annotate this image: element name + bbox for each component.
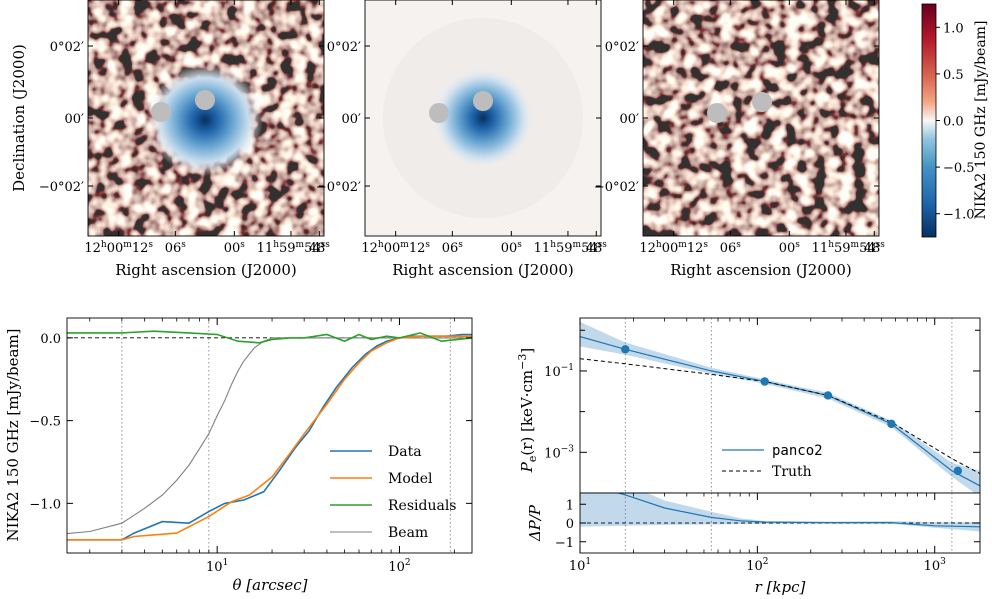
ra-tick-label: 12h00m12s	[361, 240, 430, 256]
legend-label-data: Data	[388, 444, 422, 460]
ra-tick-label: 11h59m54s	[812, 240, 881, 256]
colorbar-label: NIKA2 150 GHz [mJy/beam]	[973, 21, 989, 220]
confidence-band	[580, 493, 980, 532]
ra-tick-label: 00s	[224, 240, 246, 256]
colorbar-tick-label: −1.0	[943, 208, 975, 223]
y-axis-label: ΔP/P	[526, 504, 544, 542]
colorbar-gradient	[921, 3, 937, 238]
point-source-mask	[752, 92, 772, 112]
data-point	[621, 345, 630, 354]
dec-tick-label: −0°02′	[39, 180, 84, 195]
dec-tick-label: 00′	[342, 112, 362, 127]
y-tick-label: 0	[566, 517, 574, 532]
y-tick-label: −1	[555, 536, 574, 551]
legend: Data Model Residuals Beam	[330, 444, 456, 541]
radial-profile-chart: 0.0 −0.5 −1.0 101 102 Data Model Residuals Beam…	[4, 317, 473, 594]
ra-tick-label: 00s	[501, 240, 523, 256]
point-source-mask	[707, 103, 727, 123]
x-tick-label: 101	[569, 557, 591, 574]
x-axis-label: θ [arcsec]	[233, 576, 308, 594]
y-axis-label: Pe(r) [keV·cm−3]	[516, 348, 539, 473]
ra-tick-label: 11h59m54s	[257, 240, 326, 256]
dec-tick-label: −0°02′	[594, 180, 639, 195]
colorbar-tick-label: −0.5	[943, 161, 975, 176]
dec-tick-label: −0°02′	[316, 180, 361, 195]
ra-tick-label: 12h00m12s	[639, 240, 708, 256]
ra-tick-label: 48s	[586, 240, 608, 256]
ra-tick-label: 11h59m54s	[534, 240, 603, 256]
ra-tick-label: 06s	[442, 240, 464, 256]
plot-area	[580, 318, 980, 493]
map-xlabel: Right ascension (J2000)	[392, 261, 574, 279]
legend-label-residuals: Residuals	[388, 498, 456, 514]
dec-tick-label: 0°02′	[50, 40, 84, 55]
ra-tick-label: 48s	[309, 240, 331, 256]
y-tick-label: −0.5	[29, 415, 61, 430]
data-point	[887, 419, 896, 429]
y-tick-label: −1.0	[29, 497, 61, 512]
dec-tick-label: 00′	[65, 112, 85, 127]
plot-area	[67, 318, 472, 553]
map-frames: 0°02′00′−0°02′12h00m12s 06s 00s 11h59m54s48…	[39, 0, 885, 279]
colorbar: 1.0 0.5 0.0 −0.5 −1.0 NIKA2 150 GHz [mJy/bea…	[921, 3, 989, 238]
point-source-mask	[151, 102, 171, 122]
data-point	[760, 377, 769, 386]
x-axis-label: r [kpc]	[755, 578, 806, 596]
y-tick-label: 1	[566, 498, 574, 513]
map-panel-residuals	[643, 0, 879, 236]
legend-label-truth: Truth	[772, 464, 812, 480]
legend-label-panco2: panco2	[772, 443, 823, 459]
x-tick-label: 102	[388, 558, 410, 575]
series-line-truth	[580, 358, 980, 475]
map-xlabel: Right ascension (J2000)	[115, 261, 297, 279]
map-ylabel: Declination (J2000)	[10, 44, 28, 192]
y-tick-label: 10−3	[544, 444, 574, 461]
colorbar-tick-label: 0.5	[943, 68, 964, 83]
cluster-model	[431, 66, 535, 170]
point-source-mask	[429, 103, 449, 123]
x-tick-label: 102	[746, 557, 768, 574]
point-source-mask	[195, 90, 215, 110]
x-tick-label: 101	[206, 558, 228, 575]
ra-tick-label: 06s	[165, 240, 187, 256]
legend-label-model: Model	[388, 471, 433, 487]
dec-tick-label: 00′	[620, 112, 640, 127]
pressure-profile-chart: 10−1 10−3 panco2 Truth Pe(r) [keV·cm−3]	[516, 317, 981, 494]
residual-pressure-chart: 1 0 −1 101 102 103 ΔP/P r [kpc]	[526, 492, 981, 596]
data-point	[953, 466, 963, 476]
confidence-band	[580, 321, 980, 493]
series-line-residuals	[67, 330, 472, 344]
x-tick-label: 103	[924, 557, 947, 574]
series-line-residual	[616, 493, 980, 528]
data-point	[823, 391, 833, 400]
y-tick-label: 10−1	[544, 363, 574, 380]
plot-frame	[66, 317, 473, 554]
colorbar-tick-label: 0.0	[943, 115, 964, 130]
map-xlabel: Right ascension (J2000)	[670, 261, 852, 279]
y-axis-label: NIKA2 150 GHz [mJy/beam]	[4, 328, 22, 541]
point-source-mask	[473, 91, 493, 111]
y-tick-label: 0.0	[40, 332, 61, 347]
ra-tick-label: 00s	[779, 240, 801, 256]
cluster-signal	[147, 64, 263, 176]
map-panel-model	[365, 0, 601, 236]
ra-tick-label: 48s	[864, 240, 886, 256]
dec-tick-label: 0°02′	[605, 40, 639, 55]
ra-tick-label: 06s	[720, 240, 742, 256]
legend: panco2 Truth	[722, 443, 823, 480]
dec-tick-label: 0°02′	[327, 40, 361, 55]
map-panel-data	[88, 0, 324, 236]
legend-label-beam: Beam	[388, 525, 428, 541]
ra-tick-label: 12h00m12s	[84, 240, 153, 256]
colorbar-tick-label: 1.0	[943, 21, 964, 36]
